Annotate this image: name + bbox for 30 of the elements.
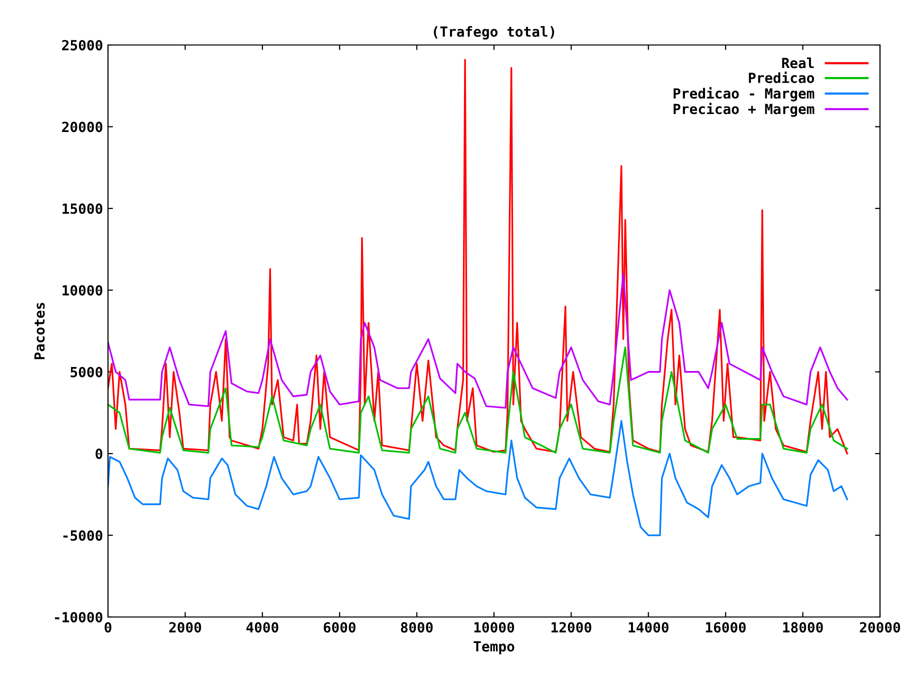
- legend-label: Precicao + Margem: [674, 102, 814, 117]
- y-tick-label: 25000: [62, 40, 102, 50]
- y-tick-label: 0: [96, 448, 102, 460]
- x-tick-label: 20000: [860, 622, 900, 633]
- y-tick-label: 10000: [62, 285, 102, 296]
- x-tick-label: 2000: [169, 622, 202, 633]
- y-tick-label: -10000: [55, 612, 102, 622]
- x-tick-label: 8000: [400, 622, 433, 633]
- x-tick-label: 12000: [552, 622, 592, 633]
- x-axis-title: Tempo: [474, 641, 514, 654]
- legend-label: Predicao: [748, 72, 814, 84]
- x-tick-label: 0: [104, 622, 112, 633]
- x-tick-label: 18000: [783, 622, 823, 633]
- line-series: [108, 58, 848, 454]
- x-tick-label: 4000: [246, 622, 278, 633]
- x-tick-label: 10000: [474, 622, 514, 633]
- y-axis-title: Pacotes: [34, 302, 45, 360]
- x-tick-label: 16000: [706, 622, 746, 633]
- y-tick-label: 20000: [62, 122, 102, 132]
- line-series: [108, 346, 848, 454]
- legend-label: Real: [782, 58, 814, 68]
- line-series: [108, 272, 848, 409]
- legend-label: Predicao - Margem: [674, 87, 814, 102]
- x-tick-label: 14000: [628, 622, 668, 633]
- y-tick-label: 15000: [62, 203, 102, 214]
- y-tick-label: 5000: [70, 366, 102, 378]
- chart-title: (Trafego total): [434, 26, 554, 40]
- x-tick-label: 6000: [324, 622, 356, 633]
- line-series: [108, 420, 848, 536]
- y-tick-label: -5000: [63, 530, 102, 541]
